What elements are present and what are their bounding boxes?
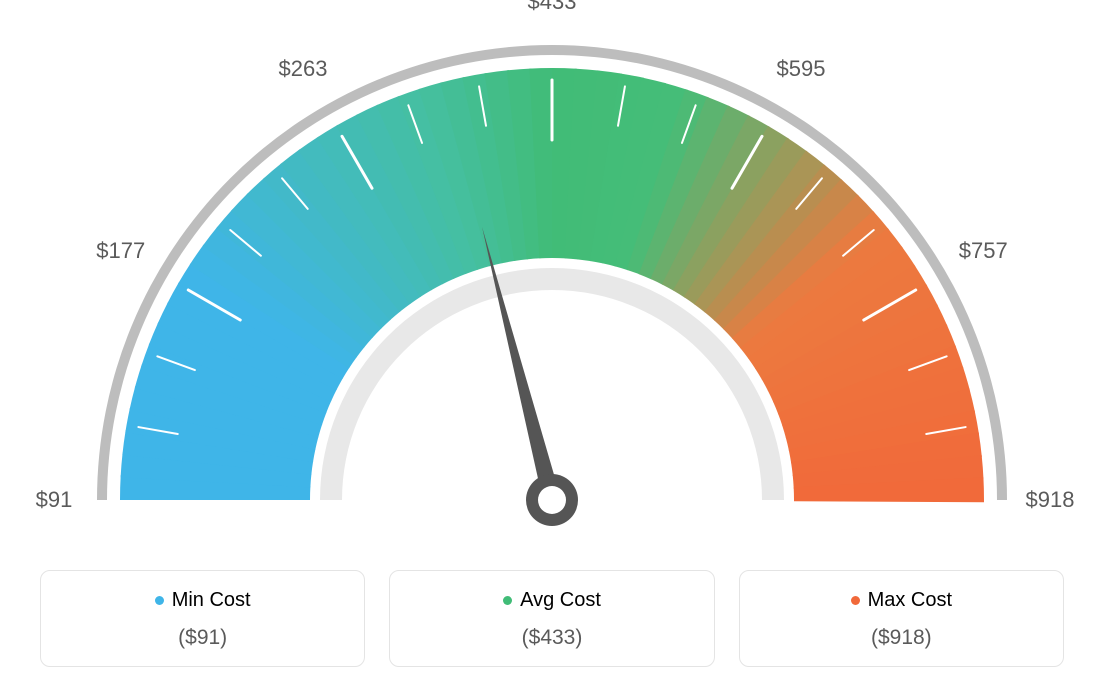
legend-label: Min Cost: [172, 589, 251, 612]
legend-label: Avg Cost: [520, 589, 601, 612]
gauge-tick-label: $263: [279, 56, 328, 82]
gauge-tick-label: $595: [777, 56, 826, 82]
gauge-tick-label: $91: [36, 487, 73, 513]
dot-icon: [851, 596, 860, 605]
gauge-tick-label: $757: [959, 238, 1008, 264]
gauge-tick-label: $918: [1026, 487, 1075, 513]
gauge-svg: [0, 0, 1104, 560]
legend-value: ($433): [400, 626, 703, 650]
legend-title-avg: Avg Cost: [503, 589, 601, 612]
legend-value: ($918): [750, 626, 1053, 650]
legend-value: ($91): [51, 626, 354, 650]
gauge-chart: $91 $177 $263 $433 $595 $757 $918: [0, 0, 1104, 560]
gauge-tick-label: $433: [528, 0, 577, 15]
legend-label: Max Cost: [868, 589, 952, 612]
legend-row: Min Cost ($91) Avg Cost ($433) Max Cost …: [0, 570, 1104, 667]
legend-title-max: Max Cost: [851, 589, 952, 612]
legend-card-max: Max Cost ($918): [739, 570, 1064, 667]
legend-title-min: Min Cost: [155, 589, 251, 612]
legend-card-avg: Avg Cost ($433): [389, 570, 714, 667]
gauge-tick-label: $177: [96, 238, 145, 264]
legend-card-min: Min Cost ($91): [40, 570, 365, 667]
dot-icon: [503, 596, 512, 605]
dot-icon: [155, 596, 164, 605]
